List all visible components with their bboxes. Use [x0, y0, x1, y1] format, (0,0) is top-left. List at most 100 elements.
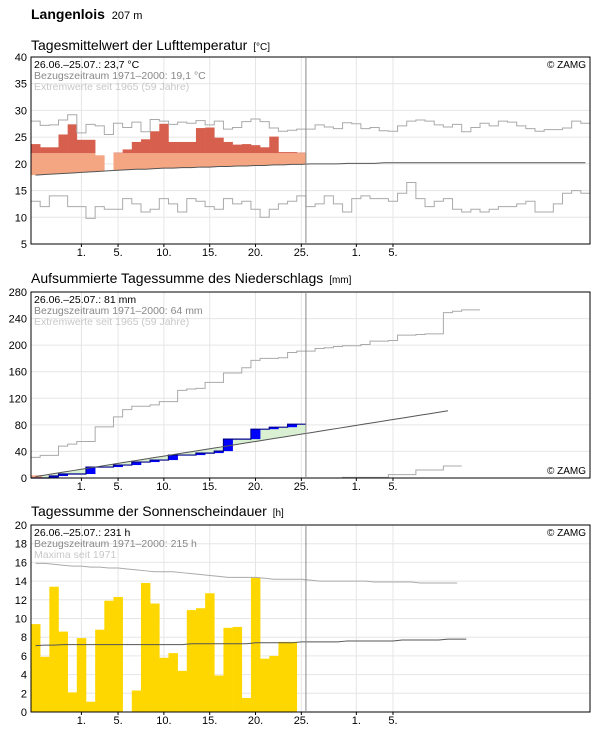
sunshine-bar — [278, 641, 288, 712]
temperature-bar-warm — [223, 141, 233, 154]
station-header: Langenlois 207 m — [31, 6, 142, 22]
sunshine-bar — [195, 608, 206, 712]
sunshine-normal-line — [35, 638, 467, 647]
sunshine-unit: [h] — [272, 508, 284, 519]
sunshine-bar — [223, 627, 233, 712]
precipitation-info-extremes: Extremwerte seit 1965 (59 Jahre) — [34, 316, 189, 328]
sunshine-bar — [287, 641, 298, 712]
sunshine-bar — [49, 586, 59, 712]
temperature-bar-warm — [58, 134, 68, 154]
precipitation-daily-increment — [131, 462, 142, 466]
sunshine-maxima-line — [35, 562, 458, 584]
sunshine-xtick-label: 5. — [113, 715, 122, 727]
sunshine-bar — [241, 697, 252, 712]
temperature-bar-above-normal — [214, 153, 224, 167]
precipitation-daily-increment — [269, 427, 279, 430]
temperature-bar-warm — [85, 139, 96, 154]
temperature-ytick-label: 25 — [15, 132, 27, 144]
temperature-bar-warm — [131, 141, 142, 154]
precipitation-ytick-label: 200 — [9, 340, 27, 352]
precipitation-daily-increment — [150, 460, 160, 463]
sunshine-bar — [214, 675, 224, 712]
temperature-bar-above-normal — [85, 153, 96, 172]
sunshine-ytick-label: 20 — [15, 520, 27, 532]
temperature-bar-warm — [67, 124, 78, 154]
sunshine-bar — [150, 603, 160, 712]
temperature-bar-above-normal — [250, 153, 261, 166]
sunshine-xtick-label: 5. — [388, 715, 397, 727]
sunshine-bar — [76, 638, 87, 712]
precipitation-daily-increment — [113, 465, 123, 468]
precipitation-ytick-label: 120 — [9, 393, 27, 405]
temperature-bar-above-normal — [67, 153, 78, 173]
temperature-bar-warm — [241, 144, 252, 154]
precipitation-xtick-label: 10. — [156, 481, 171, 493]
sunshine-info-extremes: Maxima seit 1971 — [34, 549, 116, 561]
precipitation-xtick-label: 25. — [294, 481, 309, 493]
station-altitude: 207 m — [111, 10, 143, 22]
temperature-bar-warm — [260, 147, 270, 154]
temperature-bar-above-normal — [131, 153, 142, 170]
sunshine-bar — [260, 658, 270, 712]
temperature-bar-above-normal — [278, 153, 288, 165]
temperature-bar-above-normal — [49, 153, 59, 175]
precipitation-daily-increment — [58, 474, 68, 477]
temperature-ytick-label: 5 — [21, 239, 27, 251]
temperature-bar-above-normal — [241, 153, 252, 166]
sunshine-bar — [177, 670, 188, 712]
temperature-bar-above-normal — [177, 153, 188, 168]
temperature-title: Tagesmittelwert der Lufttemperatur [°C] — [31, 37, 270, 53]
sunshine-xtick-label: 1. — [77, 715, 86, 727]
sunshine-ytick-label: 6 — [21, 651, 27, 663]
sunshine-ytick-label: 4 — [21, 670, 27, 682]
sunshine-xtick-label: 25. — [294, 715, 309, 727]
sunshine-ytick-label: 0 — [21, 707, 27, 719]
precipitation-sum-line — [31, 423, 306, 479]
precipitation-daily-increment — [214, 451, 224, 454]
sunshine-ytick-label: 14 — [15, 576, 27, 588]
sunshine-title: Tagessumme der Sonnenscheindauer [h] — [31, 503, 284, 519]
precipitation-daily-increment — [85, 467, 96, 475]
temperature-bar-above-normal — [296, 153, 307, 165]
temperature-copyright: © ZAMG — [547, 60, 586, 71]
temperature-bar-above-normal — [232, 153, 243, 166]
precipitation-xtick-label: 5. — [388, 481, 397, 493]
precipitation-daily-increment — [223, 439, 233, 452]
sunshine-bar — [250, 577, 261, 712]
temperature-unit: [°C] — [253, 42, 270, 53]
temperature-info-period: 26.06.–25.07.: 23,7 °C — [34, 59, 140, 71]
sunshine-bar — [67, 692, 78, 712]
sunshine-ytick-label: 10 — [15, 614, 27, 626]
sunshine-bar — [58, 631, 68, 712]
temperature-info-reference: Bezugszeitraum 1971–2000: 19,1 °C — [34, 70, 206, 82]
precipitation-xtick-label: 15. — [202, 481, 217, 493]
sunshine-copyright: © ZAMG — [547, 528, 586, 539]
sunshine-info-period: 26.06.–25.07.: 231 h — [34, 527, 130, 539]
temperature-xtick-label: 25. — [294, 247, 309, 259]
temperature-bar-warm — [76, 139, 87, 154]
temperature-bar-above-normal — [40, 153, 50, 175]
precipitation-daily-increment — [168, 455, 178, 461]
precipitation-info-period: 26.06.–25.07.: 81 mm — [34, 294, 136, 306]
temperature-bar-above-normal — [287, 153, 298, 165]
precipitation-xtick-label: 1. — [352, 481, 361, 493]
sunshine-bar — [205, 593, 215, 712]
sunshine-title-text: Tagessumme der Sonnenscheindauer — [31, 503, 267, 519]
precipitation-ytick-label: 40 — [15, 446, 27, 458]
temperature-bar-above-normal — [140, 153, 151, 170]
precipitation-xtick-label: 1. — [77, 481, 86, 493]
temperature-bar-warm — [150, 131, 160, 154]
temperature-bar-warm — [122, 149, 133, 154]
sunshine-bar — [140, 582, 151, 712]
temperature-ytick-label: 10 — [15, 212, 27, 224]
precipitation-unit: [mm] — [329, 275, 352, 286]
sunshine-bar — [40, 656, 50, 712]
temperature-ytick-label: 40 — [15, 52, 27, 64]
sunshine-bar — [232, 626, 243, 712]
temperature-bar-above-normal — [76, 153, 87, 173]
precipitation-ytick-label: 240 — [9, 314, 27, 326]
temperature-bar-above-normal — [150, 153, 160, 169]
temperature-bar-warm — [278, 152, 288, 154]
precipitation-xtick-label: 20. — [248, 481, 263, 493]
